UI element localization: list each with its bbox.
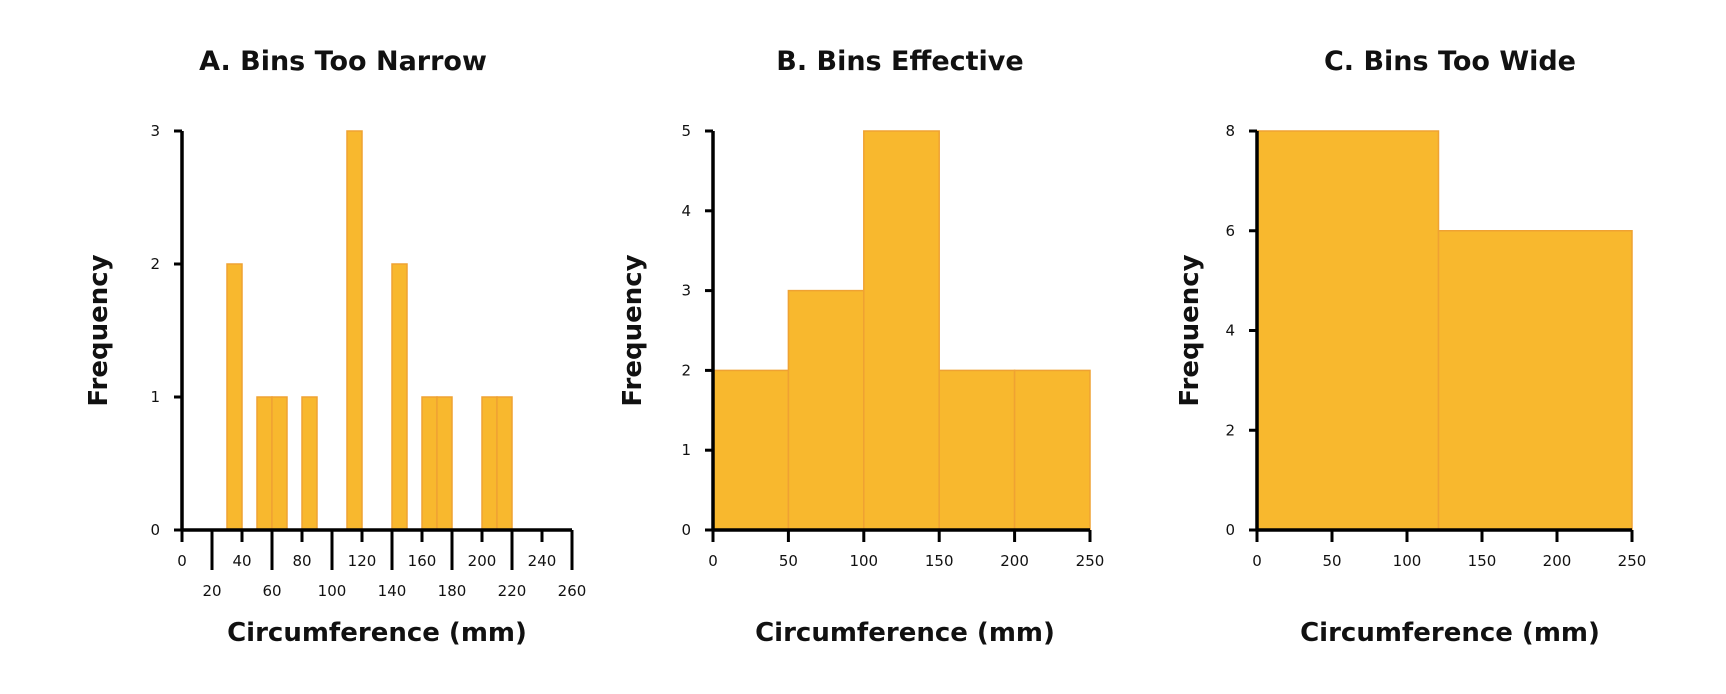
y-tick-label: 3 bbox=[150, 122, 160, 140]
x-tick-label: 200 bbox=[1543, 552, 1572, 570]
x-tick-label: 260 bbox=[558, 582, 587, 600]
y-tick-label: 6 bbox=[1225, 222, 1235, 240]
histogram-bar bbox=[1437, 230, 1633, 531]
x-tick-label: 150 bbox=[925, 552, 954, 570]
y-tick-label: 0 bbox=[150, 521, 160, 539]
y-tick-label: 8 bbox=[1225, 122, 1235, 140]
x-tick-label: 20 bbox=[202, 582, 221, 600]
x-tick-label: 100 bbox=[318, 582, 347, 600]
x-axis-title: Circumference (mm) bbox=[227, 618, 527, 648]
y-tick-label: 4 bbox=[1225, 322, 1235, 340]
y-tick-label: 0 bbox=[1225, 521, 1235, 539]
x-tick-label: 80 bbox=[292, 552, 311, 570]
y-tick-label: 3 bbox=[681, 282, 691, 300]
histogram-bar bbox=[863, 130, 940, 531]
x-tick-label: 200 bbox=[1000, 552, 1029, 570]
x-axis-title: Circumference (mm) bbox=[1300, 618, 1600, 648]
x-tick-label: 100 bbox=[849, 552, 878, 570]
x-tick-label: 50 bbox=[1322, 552, 1341, 570]
chart-title: B. Bins Effective bbox=[776, 46, 1023, 77]
histogram-bar bbox=[271, 396, 288, 531]
histogram-bar bbox=[787, 289, 865, 531]
x-axis-title: Circumference (mm) bbox=[755, 618, 1055, 648]
histogram-bar bbox=[481, 396, 498, 531]
histogram-bar bbox=[421, 396, 438, 531]
y-tick-label: 1 bbox=[150, 388, 160, 406]
histogram-bar bbox=[436, 396, 453, 531]
chart-panel-3: C. Bins Too Wide 0 2 4 6 8 0 50 100 150 200 250 Circ… bbox=[1175, 46, 1646, 648]
x-tick-label: 0 bbox=[708, 552, 718, 570]
y-tick-label: 0 bbox=[681, 521, 691, 539]
histogram-bar bbox=[391, 263, 408, 531]
y-axis-title: Frequency bbox=[84, 254, 114, 406]
y-tick-label: 2 bbox=[150, 255, 160, 273]
x-tick-label: 150 bbox=[1468, 552, 1497, 570]
chart-title: A. Bins Too Narrow bbox=[199, 46, 487, 77]
x-tick-label: 140 bbox=[378, 582, 407, 600]
y-tick-label: 1 bbox=[681, 441, 691, 459]
y-tick-label: 4 bbox=[681, 202, 691, 220]
x-tick-label: 100 bbox=[1393, 552, 1422, 570]
y-axis-title: Frequency bbox=[618, 254, 648, 406]
x-tick-label: 60 bbox=[262, 582, 281, 600]
chart-panel-1: A. Bins Too Narrow 0 1 2 3 0 20 40 60 80 100120140… bbox=[84, 46, 586, 648]
y-axis-title: Frequency bbox=[1175, 254, 1205, 406]
x-tick-label: 0 bbox=[1252, 552, 1262, 570]
x-tick-label: 200 bbox=[468, 552, 497, 570]
x-tick-label: 50 bbox=[779, 552, 798, 570]
histogram-bar bbox=[712, 369, 790, 531]
histogram-bar bbox=[496, 396, 513, 531]
x-tick-label: 160 bbox=[408, 552, 437, 570]
x-tick-label: 120 bbox=[348, 552, 377, 570]
x-tick-label: 40 bbox=[232, 552, 251, 570]
y-tick-label: 2 bbox=[681, 361, 691, 379]
histogram-bar bbox=[256, 396, 273, 531]
x-tick-label: 220 bbox=[498, 582, 527, 600]
histogram-bar bbox=[226, 263, 243, 531]
chart-title: C. Bins Too Wide bbox=[1324, 46, 1576, 77]
histogram-bar bbox=[938, 369, 1016, 531]
histogram-bar bbox=[301, 396, 318, 531]
x-tick-label: 250 bbox=[1076, 552, 1105, 570]
x-tick-label: 240 bbox=[528, 552, 557, 570]
y-tick-label: 2 bbox=[1225, 421, 1235, 439]
histogram-bar bbox=[1256, 130, 1440, 531]
x-tick-label: 180 bbox=[438, 582, 467, 600]
x-tick-label: 250 bbox=[1618, 552, 1647, 570]
histogram-bar bbox=[1013, 369, 1091, 531]
x-tick-label: 0 bbox=[177, 552, 187, 570]
y-tick-label: 5 bbox=[681, 122, 691, 140]
histogram-bar bbox=[346, 130, 363, 531]
